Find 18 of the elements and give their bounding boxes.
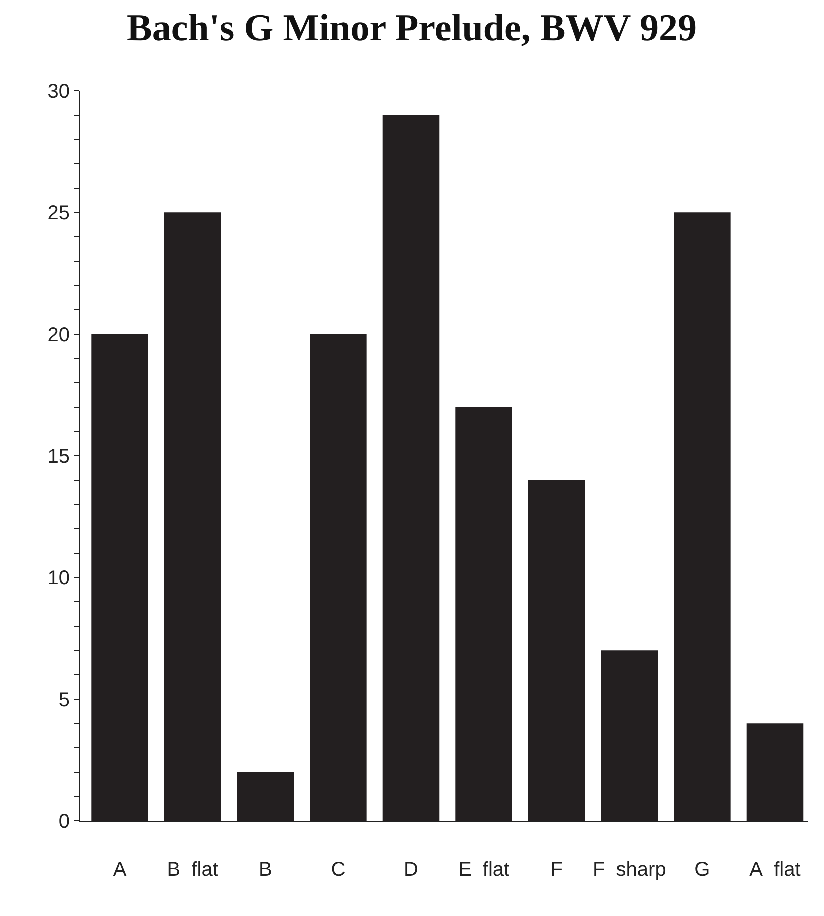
x-tick-label: C xyxy=(331,859,346,881)
y-tick-label: 10 xyxy=(48,568,70,590)
x-tick-label: F sharp xyxy=(592,859,666,881)
chart-title: Bach's G Minor Prelude, BWV 929 xyxy=(126,7,698,50)
y-tick-label: 25 xyxy=(48,202,70,225)
y-tick-label: 20 xyxy=(48,324,70,346)
x-tick-label: F xyxy=(550,859,563,881)
x-tick-label: G xyxy=(694,859,710,881)
x-tick-label: B xyxy=(258,859,272,881)
y-tick-label: 30 xyxy=(48,81,70,103)
x-tick-label: D xyxy=(404,859,418,881)
y-tick-label: 15 xyxy=(48,446,70,468)
y-tick-label: 0 xyxy=(58,811,70,833)
y-tick-label: 5 xyxy=(58,689,70,712)
x-tick-label: B flat xyxy=(167,859,219,881)
x-tick-label: E flat xyxy=(458,859,510,881)
x-tick-label: A xyxy=(113,859,128,881)
x-tick-label: A flat xyxy=(750,859,802,881)
